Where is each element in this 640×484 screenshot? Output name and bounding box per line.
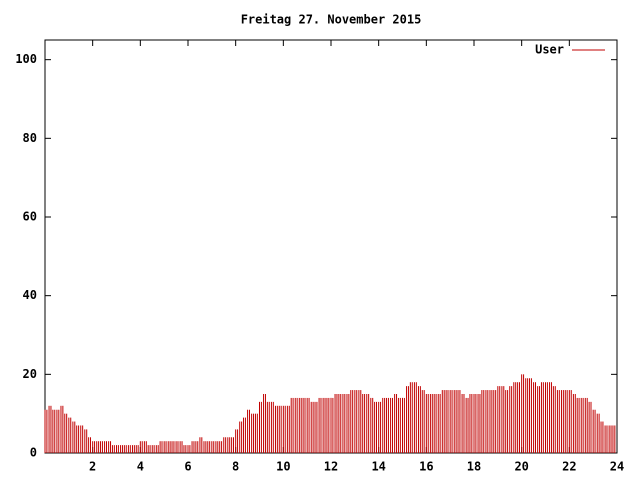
- x-tick-label: 20: [514, 460, 528, 474]
- x-tick-label: 16: [419, 460, 433, 474]
- x-tick-label: 6: [184, 460, 191, 474]
- x-tick-label: 4: [137, 460, 144, 474]
- y-tick-label: 80: [23, 131, 37, 145]
- x-tick-label: 2: [89, 460, 96, 474]
- y-tick-label: 100: [15, 52, 37, 66]
- x-tick-label: 10: [276, 460, 290, 474]
- y-tick-label: 60: [23, 210, 37, 224]
- x-tick-label: 18: [467, 460, 481, 474]
- x-tick-label: 12: [324, 460, 338, 474]
- y-tick-label: 0: [30, 446, 37, 460]
- x-tick-label: 22: [562, 460, 576, 474]
- x-tick-label: 24: [610, 460, 624, 474]
- y-tick-label: 40: [23, 288, 37, 302]
- x-tick-label: 14: [371, 460, 385, 474]
- x-tick-label: 8: [232, 460, 239, 474]
- legend-label: User: [535, 43, 564, 57]
- chart-title: Freitag 27. November 2015: [241, 13, 422, 27]
- y-tick-label: 20: [23, 367, 37, 381]
